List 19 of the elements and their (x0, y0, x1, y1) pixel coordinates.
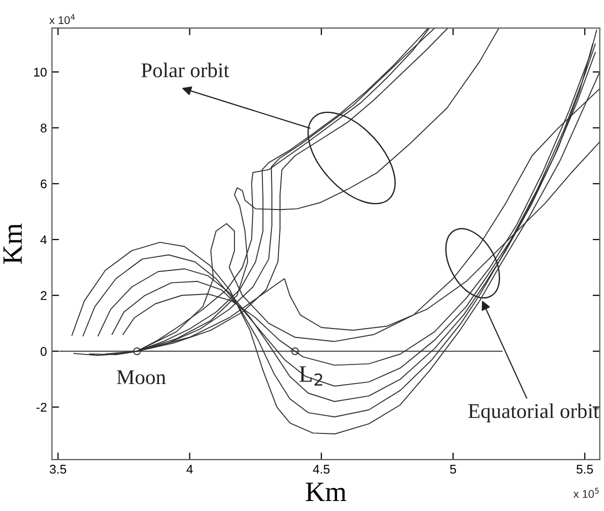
annotation: Equatorial orbit (468, 403, 599, 422)
y-axis-title: Km (4, 223, 22, 264)
y-tick-label: 10 (34, 68, 47, 77)
x-tick-label: 5.5 (576, 464, 593, 474)
x-tick-label: 3.5 (50, 464, 66, 474)
annotation: Polar orbit (141, 62, 230, 78)
y-tick-label: 6 (40, 179, 47, 188)
y-tick-label: 0 (40, 347, 47, 356)
x-tick-label: 4.5 (312, 464, 330, 474)
text: x 10$^{4}$ (49, 14, 75, 24)
y-tick-label: 8 (40, 124, 47, 132)
y-tick-label: -2 (36, 402, 46, 412)
x-axis-title: Km (306, 482, 346, 501)
annotation: Moon (116, 370, 166, 384)
x-tick-label: 5 (450, 464, 456, 474)
y-tick-label: 4 (40, 235, 47, 244)
x-tick-label: 4 (186, 464, 193, 474)
text: x 10$^{5}$ (573, 488, 599, 498)
y-tick-label: 2 (40, 291, 46, 300)
